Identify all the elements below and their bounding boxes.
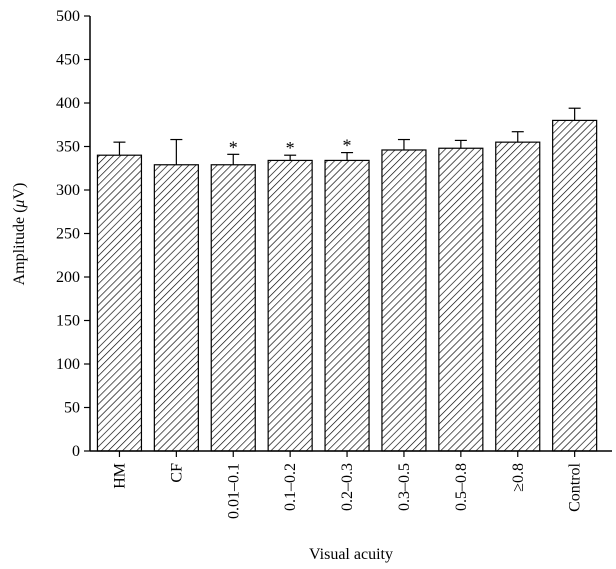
y-tick-label: 250 (56, 226, 80, 243)
y-tick-label: 350 (56, 139, 80, 156)
significance-marker: * (343, 136, 352, 156)
x-tick-label: Control (567, 462, 584, 511)
y-tick-label: 150 (56, 313, 80, 330)
significance-marker: * (229, 137, 238, 157)
y-ticks-group: 0 50 100 150 200 250 300 350 400 450 500 (56, 8, 90, 460)
error-bars-group (113, 107, 581, 165)
y-tick-label: 500 (56, 8, 80, 25)
x-tick-label: 0.1–0.2 (282, 463, 299, 511)
y-axis-label: Amplitude (μV) (11, 183, 28, 286)
y-tick-label: 100 (56, 356, 80, 373)
y-tick-label: 0 (72, 443, 80, 460)
x-tick-label: ≥0.8 (510, 463, 527, 492)
significance-marker: * (286, 138, 295, 158)
x-tick-label: CF (168, 463, 185, 483)
y-tick-label: 450 (56, 52, 80, 69)
bar (153, 164, 199, 452)
bar (267, 159, 313, 452)
bar (210, 164, 256, 452)
y-tick-label: 300 (56, 182, 80, 199)
bars-group (96, 119, 598, 452)
x-tick-labels-group: HM CF 0.01–0.1 0.1–0.2 0.2–0.3 0.3–0.5 0.5–0.8… (111, 451, 584, 519)
x-tick-label: 0.5–0.8 (453, 463, 470, 511)
y-tick-label: 50 (64, 400, 80, 417)
bar (438, 147, 484, 452)
bar (495, 141, 541, 452)
y-axis-label-suffix: V) (11, 183, 28, 200)
x-tick-label: 0.01–0.1 (225, 463, 242, 519)
bar (552, 119, 598, 452)
x-tick-label: HM (111, 463, 128, 489)
bar (324, 159, 370, 452)
y-tick-label: 200 (56, 269, 80, 286)
significance-markers-group: * * * (229, 136, 352, 159)
bar (96, 154, 143, 452)
x-tick-label: 0.3–0.5 (396, 463, 413, 511)
x-axis-label: Visual acuity (309, 546, 393, 563)
bar (381, 149, 427, 452)
x-tick-label: 0.2–0.3 (339, 463, 356, 511)
y-axis-label-symbol: μ (11, 200, 28, 209)
y-tick-label: 400 (56, 95, 80, 112)
y-axis-label-prefix: Amplitude ( (11, 208, 28, 286)
